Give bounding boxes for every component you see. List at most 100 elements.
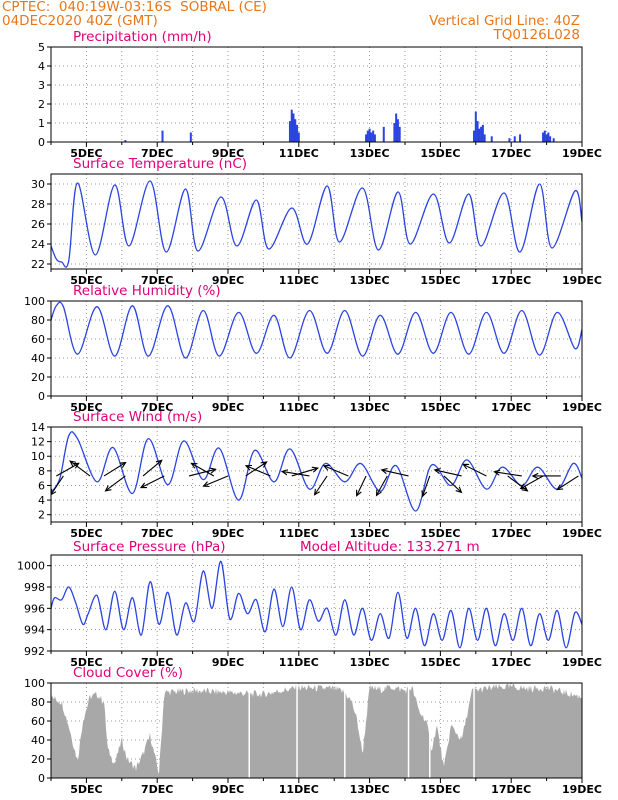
wind-arrowhead — [260, 461, 268, 468]
wind-arrow — [443, 475, 462, 493]
wind-arrow — [323, 465, 349, 477]
panel-frame — [50, 426, 583, 523]
precip-bar — [490, 136, 493, 142]
x-tick-label: 9DEC — [212, 147, 244, 160]
y-tick-label: 3 — [38, 79, 45, 92]
precip-bar — [543, 130, 546, 142]
x-tick-label: 7DEC — [141, 783, 173, 796]
precip-bar — [296, 124, 299, 142]
y-tick-label: 992 — [24, 645, 45, 658]
wind-arrowhead — [493, 469, 501, 476]
x-tick-label: 11DEC — [279, 656, 319, 669]
panel-frame — [50, 300, 583, 397]
x-tick-label: 15DEC — [420, 527, 460, 540]
wind-arrowhead — [421, 490, 428, 498]
y-tick-label: 0 — [38, 390, 45, 403]
panel-title: Precipitation (mm/h) — [73, 29, 212, 45]
wind-arrow — [494, 471, 522, 477]
wind-arrow — [434, 469, 462, 477]
x-tick-label: 9DEC — [212, 527, 244, 540]
x-tick-label: 15DEC — [420, 274, 460, 287]
precip-bar — [365, 134, 368, 142]
wind-arrow — [245, 465, 271, 477]
x-tick-label: 15DEC — [420, 656, 460, 669]
wind-arrow — [520, 475, 544, 490]
y-tick-label: 22 — [31, 258, 45, 271]
precip-bar — [549, 136, 552, 142]
precip-bar — [368, 128, 371, 142]
wind-arrow — [462, 463, 487, 477]
precip-bar — [396, 119, 399, 142]
wind-arrowhead — [280, 469, 288, 476]
x-tick-label: 11DEC — [279, 527, 319, 540]
header-line1: CPTEC: 040:19W-03:16S SOBRAL (CE) — [2, 0, 267, 15]
wind-arrowhead — [104, 485, 112, 492]
x-tick-label: 17DEC — [491, 401, 531, 414]
precip-bar — [395, 113, 398, 142]
wind-arrow — [203, 475, 229, 487]
y-tick-label: 4 — [38, 60, 45, 73]
plot-area — [51, 301, 582, 359]
header-right1: Vertical Grid Line: 40Z — [429, 13, 580, 29]
panel-0: Precipitation (mm/h) 0 1 2 3 4 5 5DEC 7DEC 9DEC 11… — [38, 29, 602, 160]
x-tick-label: 17DEC — [491, 147, 531, 160]
precip-bar — [473, 130, 476, 142]
x-tick-label: 5DEC — [70, 147, 102, 160]
precip-bar — [547, 132, 550, 142]
precip-bar — [290, 109, 293, 142]
wind-arrow — [69, 460, 91, 477]
y-tick-label: 2 — [38, 509, 45, 522]
x-tick-label: 13DEC — [350, 527, 390, 540]
wind-arrowhead — [455, 486, 463, 494]
series-line — [51, 180, 582, 268]
plot-area — [51, 180, 582, 268]
wind-arrow — [142, 459, 163, 477]
wind-arrowhead — [202, 481, 210, 488]
y-tick-label: 40 — [31, 352, 45, 365]
y-tick-label: 6 — [38, 479, 45, 492]
wind-arrowhead — [322, 464, 330, 471]
wind-arrow — [356, 475, 367, 496]
wind-arrow — [140, 475, 165, 489]
x-tick-label: 5DEC — [70, 783, 102, 796]
x-tick-label: 17DEC — [491, 527, 531, 540]
precip-bar — [382, 126, 385, 142]
wind-arrow — [314, 475, 328, 496]
x-tick-label: 13DEC — [350, 656, 390, 669]
wind-arrow — [291, 467, 318, 477]
model-altitude-annotation: Model Altitude: 133.271 m — [300, 539, 480, 555]
y-tick-label: 80 — [31, 696, 45, 709]
wind-arrowhead — [356, 489, 362, 497]
series-line — [51, 431, 582, 512]
x-tick-label: 5DEC — [70, 274, 102, 287]
precip-bar — [481, 124, 484, 142]
plot-area — [51, 560, 582, 649]
precip-bar — [189, 132, 192, 142]
wind-arrowhead — [139, 482, 147, 489]
x-tick-label: 13DEC — [350, 274, 390, 287]
y-tick-label: 8 — [38, 465, 45, 478]
y-tick-label: 28 — [31, 198, 45, 211]
y-tick-label: 20 — [31, 753, 45, 766]
precip-bar — [545, 134, 548, 142]
precip-bar — [294, 119, 297, 142]
wind-arrowhead — [190, 462, 198, 469]
x-tick-label: 19DEC — [562, 274, 602, 287]
x-tick-label: 13DEC — [350, 147, 390, 160]
x-tick-label: 11DEC — [279, 274, 319, 287]
x-tick-label: 19DEC — [562, 656, 602, 669]
panel-frame — [50, 46, 583, 143]
y-tick-label: 80 — [31, 314, 45, 327]
y-tick-label: 1 — [38, 117, 45, 130]
wind-arrowhead — [556, 484, 564, 491]
y-tick-label: 996 — [24, 602, 45, 615]
x-tick-label: 7DEC — [141, 274, 173, 287]
y-tick-label: 0 — [38, 772, 45, 785]
wind-arrow — [556, 475, 579, 491]
x-tick-label: 13DEC — [350, 783, 390, 796]
y-tick-label: 100 — [24, 295, 45, 308]
cloud-cover-area — [51, 683, 582, 778]
x-tick-label: 15DEC — [420, 147, 460, 160]
wind-arrowhead — [244, 464, 253, 471]
